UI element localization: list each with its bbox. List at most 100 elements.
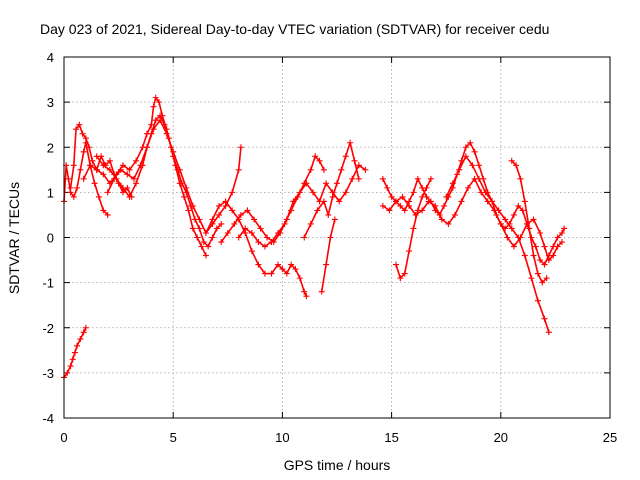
data-point — [550, 252, 557, 259]
data-point — [224, 229, 231, 236]
data-point — [425, 198, 432, 205]
x-tick-label: 25 — [603, 430, 617, 445]
data-series-tr10 — [301, 139, 362, 241]
y-tick-label: -1 — [42, 276, 54, 291]
data-point — [510, 211, 517, 218]
data-point — [255, 239, 262, 246]
data-point — [237, 211, 244, 218]
data-series-tr2 — [61, 324, 89, 381]
data-point — [196, 225, 203, 232]
chart-series — [61, 94, 568, 381]
data-series-tr15 — [443, 153, 552, 336]
data-point — [296, 275, 303, 282]
data-point — [545, 257, 552, 264]
data-point — [292, 266, 299, 273]
data-point — [119, 184, 126, 191]
data-point — [189, 225, 196, 232]
data-point — [502, 216, 509, 223]
data-point — [323, 180, 330, 187]
data-point — [74, 184, 81, 191]
data-point — [334, 180, 340, 187]
data-point — [209, 234, 216, 241]
data-point — [558, 229, 565, 236]
data-point — [338, 166, 345, 173]
data-point — [133, 180, 140, 187]
data-point — [392, 198, 399, 205]
data-point — [465, 184, 472, 191]
data-point — [534, 297, 541, 304]
data-series-tr14 — [392, 175, 434, 282]
data-point — [242, 225, 249, 232]
data-point — [229, 189, 236, 196]
data-point — [508, 157, 515, 164]
series-trace — [205, 200, 308, 298]
data-point — [327, 234, 334, 241]
data-series-tr8 — [218, 162, 369, 246]
data-point — [320, 166, 327, 173]
data-point — [471, 148, 478, 155]
data-point — [323, 261, 330, 268]
data-point — [386, 207, 393, 214]
data-point — [257, 225, 264, 232]
data-point — [261, 270, 268, 277]
data-point — [526, 225, 533, 232]
data-point — [423, 184, 430, 191]
data-point — [545, 329, 552, 336]
data-point — [176, 166, 183, 173]
data-point — [307, 166, 314, 173]
data-point — [130, 175, 137, 182]
series-trace — [382, 178, 563, 261]
data-point — [406, 248, 413, 255]
x-tick-label: 5 — [170, 430, 177, 445]
data-point — [301, 234, 308, 241]
data-point — [301, 288, 308, 295]
data-point — [530, 252, 537, 259]
data-point — [216, 202, 223, 209]
data-point — [401, 207, 408, 214]
data-point — [231, 220, 238, 227]
data-point — [388, 193, 395, 200]
data-point — [467, 139, 474, 146]
data-point — [264, 234, 271, 241]
series-trace — [320, 218, 336, 293]
data-point — [288, 261, 295, 268]
data-point — [150, 126, 157, 133]
data-point — [268, 270, 275, 277]
data-point — [104, 189, 111, 196]
data-point — [275, 229, 282, 236]
series-trace — [106, 119, 242, 234]
data-point — [91, 180, 98, 187]
data-point — [456, 166, 463, 173]
data-point — [410, 189, 417, 196]
data-point — [401, 270, 408, 277]
data-point — [558, 239, 565, 246]
data-point — [137, 162, 144, 169]
data-point — [510, 243, 517, 250]
data-point — [515, 202, 522, 209]
data-point — [255, 261, 262, 268]
data-point — [399, 193, 406, 200]
data-point — [508, 225, 515, 232]
data-point — [539, 279, 546, 286]
data-point — [71, 349, 78, 356]
data-point — [183, 184, 190, 191]
data-point — [148, 121, 155, 128]
data-point — [77, 166, 84, 173]
data-point — [67, 363, 74, 370]
data-point — [202, 229, 209, 236]
x-tick-label: 10 — [275, 430, 289, 445]
data-point — [410, 225, 417, 232]
data-point — [119, 162, 126, 169]
data-point — [268, 239, 275, 246]
y-tick-label: -2 — [42, 321, 54, 336]
data-point — [414, 175, 421, 182]
data-point — [106, 157, 113, 164]
data-point — [104, 211, 111, 218]
data-point — [303, 293, 310, 300]
data-point — [150, 103, 157, 110]
data-point — [329, 193, 336, 200]
data-point — [316, 157, 323, 164]
y-tick-label: -3 — [42, 366, 54, 381]
data-point — [64, 369, 71, 376]
